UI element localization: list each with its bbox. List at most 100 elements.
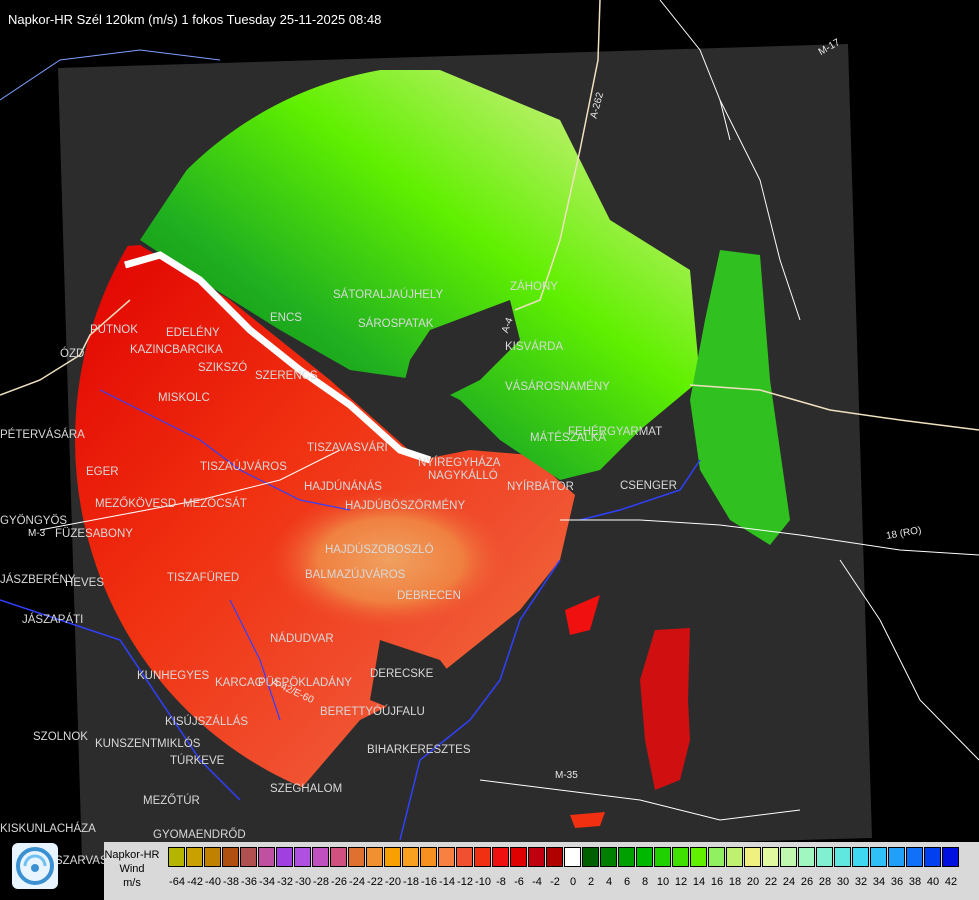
- road-label: M-3: [28, 528, 46, 539]
- legend-tick-label: 42: [944, 876, 958, 888]
- place-label: PUTNOK: [90, 324, 138, 336]
- place-label: SZARVAS: [55, 855, 108, 867]
- place-label: GYÖNGYÖS: [0, 515, 68, 527]
- legend-swatch: [726, 847, 743, 867]
- legend-swatch: [870, 847, 887, 867]
- legend-swatch: [798, 847, 815, 867]
- legend-tick-label: -30: [295, 876, 311, 888]
- place-label: ZÁHONY: [510, 281, 558, 293]
- legend-tick-label: 24: [782, 876, 796, 888]
- legend-tick-label: 4: [605, 876, 613, 888]
- place-label: KISKUNLACHÁZA: [0, 823, 96, 835]
- legend-tick-label: 18: [728, 876, 742, 888]
- legend-tick-label: -2: [550, 876, 560, 888]
- place-label: KARCAG: [215, 677, 264, 689]
- legend-swatch: [276, 847, 293, 867]
- legend-tick-label: 6: [623, 876, 631, 888]
- legend-tick-label: 12: [674, 876, 688, 888]
- legend-swatch: [672, 847, 689, 867]
- place-label: KISÚJSZÁLLÁS: [165, 716, 249, 728]
- place-label: SÁTORALJAÚJHELY: [333, 289, 444, 301]
- legend-tick-label: 16: [710, 876, 724, 888]
- legend-swatch: [294, 847, 311, 867]
- southeast-red-echo: [640, 628, 690, 790]
- place-label: JÁSZAPÁTI: [22, 614, 84, 626]
- legend-swatch: [924, 847, 941, 867]
- place-label: HEVES: [65, 577, 104, 589]
- place-label: HAJDÚBÖSZÖRMÉNY: [345, 500, 466, 512]
- legend-tick-label: -40: [205, 876, 221, 888]
- legend-tick-label: -42: [187, 876, 203, 888]
- legend-tick-label: 0: [569, 876, 577, 888]
- legend-tick-label: 22: [764, 876, 778, 888]
- place-label: VÁSÁROSNAMÉNY: [505, 381, 610, 393]
- legend-swatch: [366, 847, 383, 867]
- legend-tick-label: -4: [532, 876, 542, 888]
- legend-title: Napkor-HR Wind m/s: [104, 849, 160, 889]
- place-label: NYÍRBÁTOR: [507, 481, 574, 493]
- core-orange-area: [270, 490, 510, 630]
- legend-tick-label: 32: [854, 876, 868, 888]
- place-label: TÚRKEVE: [170, 755, 225, 767]
- place-label: JÁSZBERÉNY: [0, 574, 76, 586]
- place-label: BIHARKERESZTES: [367, 744, 471, 756]
- legend-tick-label: -24: [349, 876, 365, 888]
- place-label: NYÍREGYHÁZA: [418, 457, 501, 469]
- place-label: TISZAFÜRED: [167, 572, 240, 584]
- place-label: DERECSKE: [370, 668, 434, 680]
- legend-swatch: [888, 847, 905, 867]
- legend-tick-label: 36: [890, 876, 904, 888]
- place-label: BERETTYÓÚJFALU: [320, 706, 425, 718]
- place-label: SZOLNOK: [33, 731, 88, 743]
- legend-tick-label: -38: [223, 876, 239, 888]
- legend-tick-label: 30: [836, 876, 850, 888]
- place-label: MEZŐTÚR: [143, 795, 200, 807]
- legend-swatch: [384, 847, 401, 867]
- legend-tick-label: -28: [313, 876, 329, 888]
- legend-swatch: [438, 847, 455, 867]
- legend-tick-label: 2: [587, 876, 595, 888]
- place-label: BALMAZÚJVÁROS: [305, 569, 406, 581]
- place-label: GYOMAENDRŐD: [153, 829, 246, 841]
- legend-tick-label: -10: [475, 876, 491, 888]
- legend-tick-label: 34: [872, 876, 886, 888]
- place-label: TISZAVASVÁRI: [307, 442, 388, 454]
- place-label: CSENGER: [620, 480, 677, 492]
- place-label: KUNHEGYES: [137, 670, 210, 682]
- place-label: HAJDÚNÁNÁS: [304, 481, 382, 493]
- place-label: PÜSPÖKLADÁNY: [258, 677, 352, 689]
- legend-swatch: [852, 847, 869, 867]
- place-label: EDELÉNY: [166, 327, 220, 339]
- legend-swatch: [456, 847, 473, 867]
- place-label: SZERENCS: [255, 370, 318, 382]
- legend-swatch: [528, 847, 545, 867]
- legend-swatch: [690, 847, 707, 867]
- place-label: SZIKSZÓ: [198, 362, 248, 374]
- legend-swatch: [654, 847, 671, 867]
- legend-tick-label: -36: [241, 876, 257, 888]
- place-label: MEZŐKÖVESD: [95, 498, 177, 510]
- borders: [0, 0, 979, 841]
- place-label: SÁROSPATAK: [358, 318, 434, 330]
- legend-swatch: [312, 847, 329, 867]
- place-label: FÜZESABONY: [55, 528, 133, 540]
- legend-tick-label: -18: [403, 876, 419, 888]
- eastern-green-echo: [690, 250, 790, 545]
- legend-swatch: [492, 847, 509, 867]
- legend-tick-label: 38: [908, 876, 922, 888]
- legend-swatch: [222, 847, 239, 867]
- legend-tick-label: 26: [800, 876, 814, 888]
- small-red-echo-2: [565, 595, 600, 635]
- road-label: M-35: [555, 770, 578, 781]
- legend-swatch: [636, 847, 653, 867]
- legend-swatch: [582, 847, 599, 867]
- legend-tick-label: -20: [385, 876, 401, 888]
- legend-tick-label: -64: [169, 876, 185, 888]
- legend-swatch: [240, 847, 257, 867]
- no-echo-gap-south: [370, 640, 470, 720]
- place-label: FEHÉRGYARMAT: [568, 426, 663, 438]
- small-red-echo: [570, 812, 605, 828]
- legend-tick-label: -22: [367, 876, 383, 888]
- legend-swatch: [942, 847, 959, 867]
